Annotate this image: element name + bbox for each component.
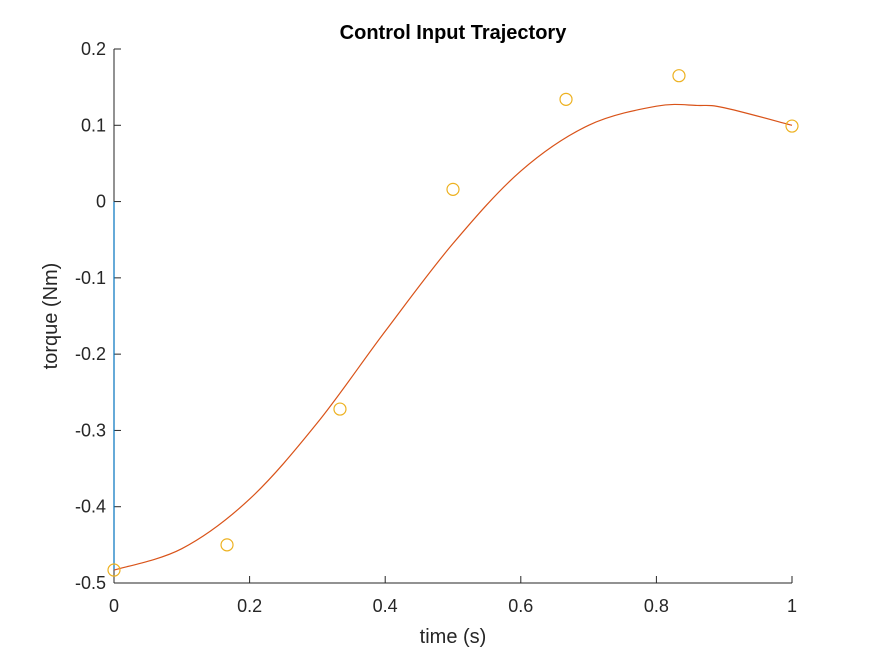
plot-area	[107, 69, 799, 577]
data-point-marker	[333, 402, 347, 416]
y-tick-label: 0.2	[81, 39, 106, 59]
x-ticks: 0 0.2 0.4 0.6 0.8 1	[109, 576, 797, 616]
chart-title: Control Input Trajectory	[340, 22, 568, 44]
data-point-marker	[559, 92, 573, 106]
x-tick-label: 0.4	[373, 596, 398, 616]
x-tick-label: 0.6	[508, 596, 533, 616]
data-point-marker	[785, 119, 799, 133]
y-axis-label: torque (Nm)	[40, 263, 62, 370]
x-axis-label: time (s)	[420, 626, 487, 648]
y-tick-label: 0	[96, 192, 106, 212]
data-point-marker	[107, 563, 121, 577]
y-ticks: -0.5 -0.4 -0.3 -0.2 -0.1 0 0.1 0.2	[75, 39, 121, 593]
data-point-marker	[672, 69, 686, 83]
series-1-line	[113, 103, 793, 571]
y-tick-label: -0.1	[75, 268, 106, 288]
x-tick-label: 0	[109, 596, 119, 616]
y-tick-label: -0.3	[75, 420, 106, 440]
y-tick-label: -0.5	[75, 573, 106, 593]
x-tick-label: 0.8	[644, 596, 669, 616]
y-tick-label: -0.4	[75, 497, 106, 517]
x-tick-label: 1	[787, 596, 797, 616]
y-tick-label: -0.2	[75, 344, 106, 364]
x-tick-label: 0.2	[237, 596, 262, 616]
data-point-marker	[446, 182, 460, 196]
data-point-marker	[220, 538, 234, 552]
y-tick-label: 0.1	[81, 115, 106, 135]
